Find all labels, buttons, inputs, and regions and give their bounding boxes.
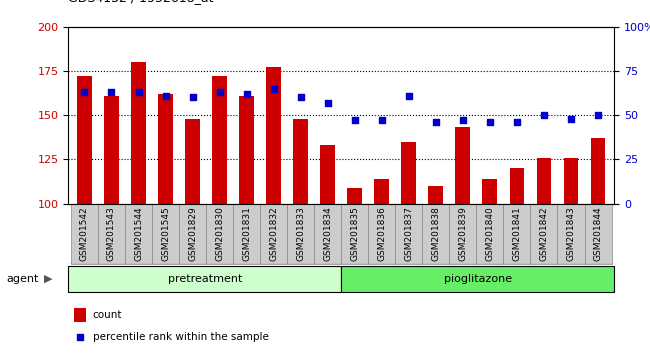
Point [268, 86, 279, 91]
Bar [428, 186, 443, 204]
FancyBboxPatch shape [369, 204, 395, 264]
FancyBboxPatch shape [584, 204, 612, 264]
Point [431, 119, 441, 125]
FancyBboxPatch shape [395, 204, 422, 264]
FancyBboxPatch shape [68, 266, 341, 292]
FancyBboxPatch shape [98, 204, 125, 264]
Text: GSM201839: GSM201839 [458, 206, 467, 262]
Point [485, 119, 495, 125]
FancyBboxPatch shape [504, 204, 530, 264]
FancyBboxPatch shape [152, 204, 179, 264]
Text: GSM201544: GSM201544 [134, 206, 143, 261]
Text: GSM201843: GSM201843 [567, 206, 575, 261]
Bar [212, 76, 227, 204]
FancyBboxPatch shape [125, 204, 152, 264]
FancyBboxPatch shape [530, 204, 558, 264]
FancyBboxPatch shape [476, 204, 504, 264]
Bar [482, 179, 497, 204]
Bar [158, 94, 173, 204]
Text: GSM201834: GSM201834 [323, 206, 332, 261]
Bar [266, 67, 281, 204]
Text: GSM201833: GSM201833 [296, 206, 306, 262]
Text: GSM201543: GSM201543 [107, 206, 116, 261]
Point [350, 118, 360, 123]
Bar [402, 142, 416, 204]
Text: GSM201837: GSM201837 [404, 206, 413, 262]
Bar [77, 76, 92, 204]
FancyBboxPatch shape [558, 204, 584, 264]
Bar [293, 119, 308, 204]
Point [187, 95, 198, 100]
FancyBboxPatch shape [422, 204, 449, 264]
Point [161, 93, 171, 98]
Text: pioglitazone: pioglitazone [444, 274, 512, 284]
Text: pretreatment: pretreatment [168, 274, 242, 284]
Text: GSM201840: GSM201840 [486, 206, 495, 261]
Bar [456, 127, 471, 204]
Point [566, 116, 576, 121]
Bar [104, 96, 119, 204]
Bar [536, 158, 551, 204]
Point [593, 112, 603, 118]
Bar [374, 179, 389, 204]
FancyBboxPatch shape [206, 204, 233, 264]
Bar [510, 168, 525, 204]
Bar [239, 96, 254, 204]
Point [539, 112, 549, 118]
FancyBboxPatch shape [449, 204, 476, 264]
FancyBboxPatch shape [341, 204, 369, 264]
Bar [347, 188, 362, 204]
Text: GSM201831: GSM201831 [242, 206, 251, 262]
Point [512, 119, 522, 125]
Point [75, 334, 85, 339]
Bar [185, 119, 200, 204]
Text: GSM201830: GSM201830 [215, 206, 224, 262]
Text: GSM201841: GSM201841 [512, 206, 521, 261]
Text: GSM201829: GSM201829 [188, 206, 197, 261]
Point [376, 118, 387, 123]
FancyBboxPatch shape [287, 204, 314, 264]
FancyBboxPatch shape [314, 204, 341, 264]
Text: GSM201842: GSM201842 [540, 206, 549, 261]
Text: agent: agent [6, 274, 39, 284]
Point [404, 93, 414, 98]
Point [458, 118, 468, 123]
Text: ▶: ▶ [44, 274, 53, 284]
Text: GSM201836: GSM201836 [377, 206, 386, 262]
Bar [320, 145, 335, 204]
Text: count: count [93, 310, 122, 320]
FancyBboxPatch shape [260, 204, 287, 264]
FancyBboxPatch shape [179, 204, 206, 264]
Bar [591, 138, 605, 204]
FancyBboxPatch shape [71, 204, 98, 264]
Point [322, 100, 333, 105]
FancyBboxPatch shape [233, 204, 260, 264]
Text: GSM201542: GSM201542 [80, 206, 89, 261]
FancyBboxPatch shape [341, 266, 614, 292]
Point [107, 89, 117, 95]
Text: GSM201838: GSM201838 [432, 206, 440, 262]
Text: GSM201844: GSM201844 [593, 206, 603, 261]
Point [214, 89, 225, 95]
Point [133, 89, 144, 95]
Bar [131, 62, 146, 204]
Bar [73, 308, 86, 322]
Text: percentile rank within the sample: percentile rank within the sample [93, 332, 268, 342]
Point [241, 91, 252, 97]
Point [79, 89, 90, 95]
Text: GSM201832: GSM201832 [269, 206, 278, 261]
Point [296, 95, 306, 100]
Bar [564, 158, 578, 204]
Text: GSM201835: GSM201835 [350, 206, 359, 262]
Text: GSM201545: GSM201545 [161, 206, 170, 261]
Text: GDS4132 / 1552618_at: GDS4132 / 1552618_at [68, 0, 214, 4]
